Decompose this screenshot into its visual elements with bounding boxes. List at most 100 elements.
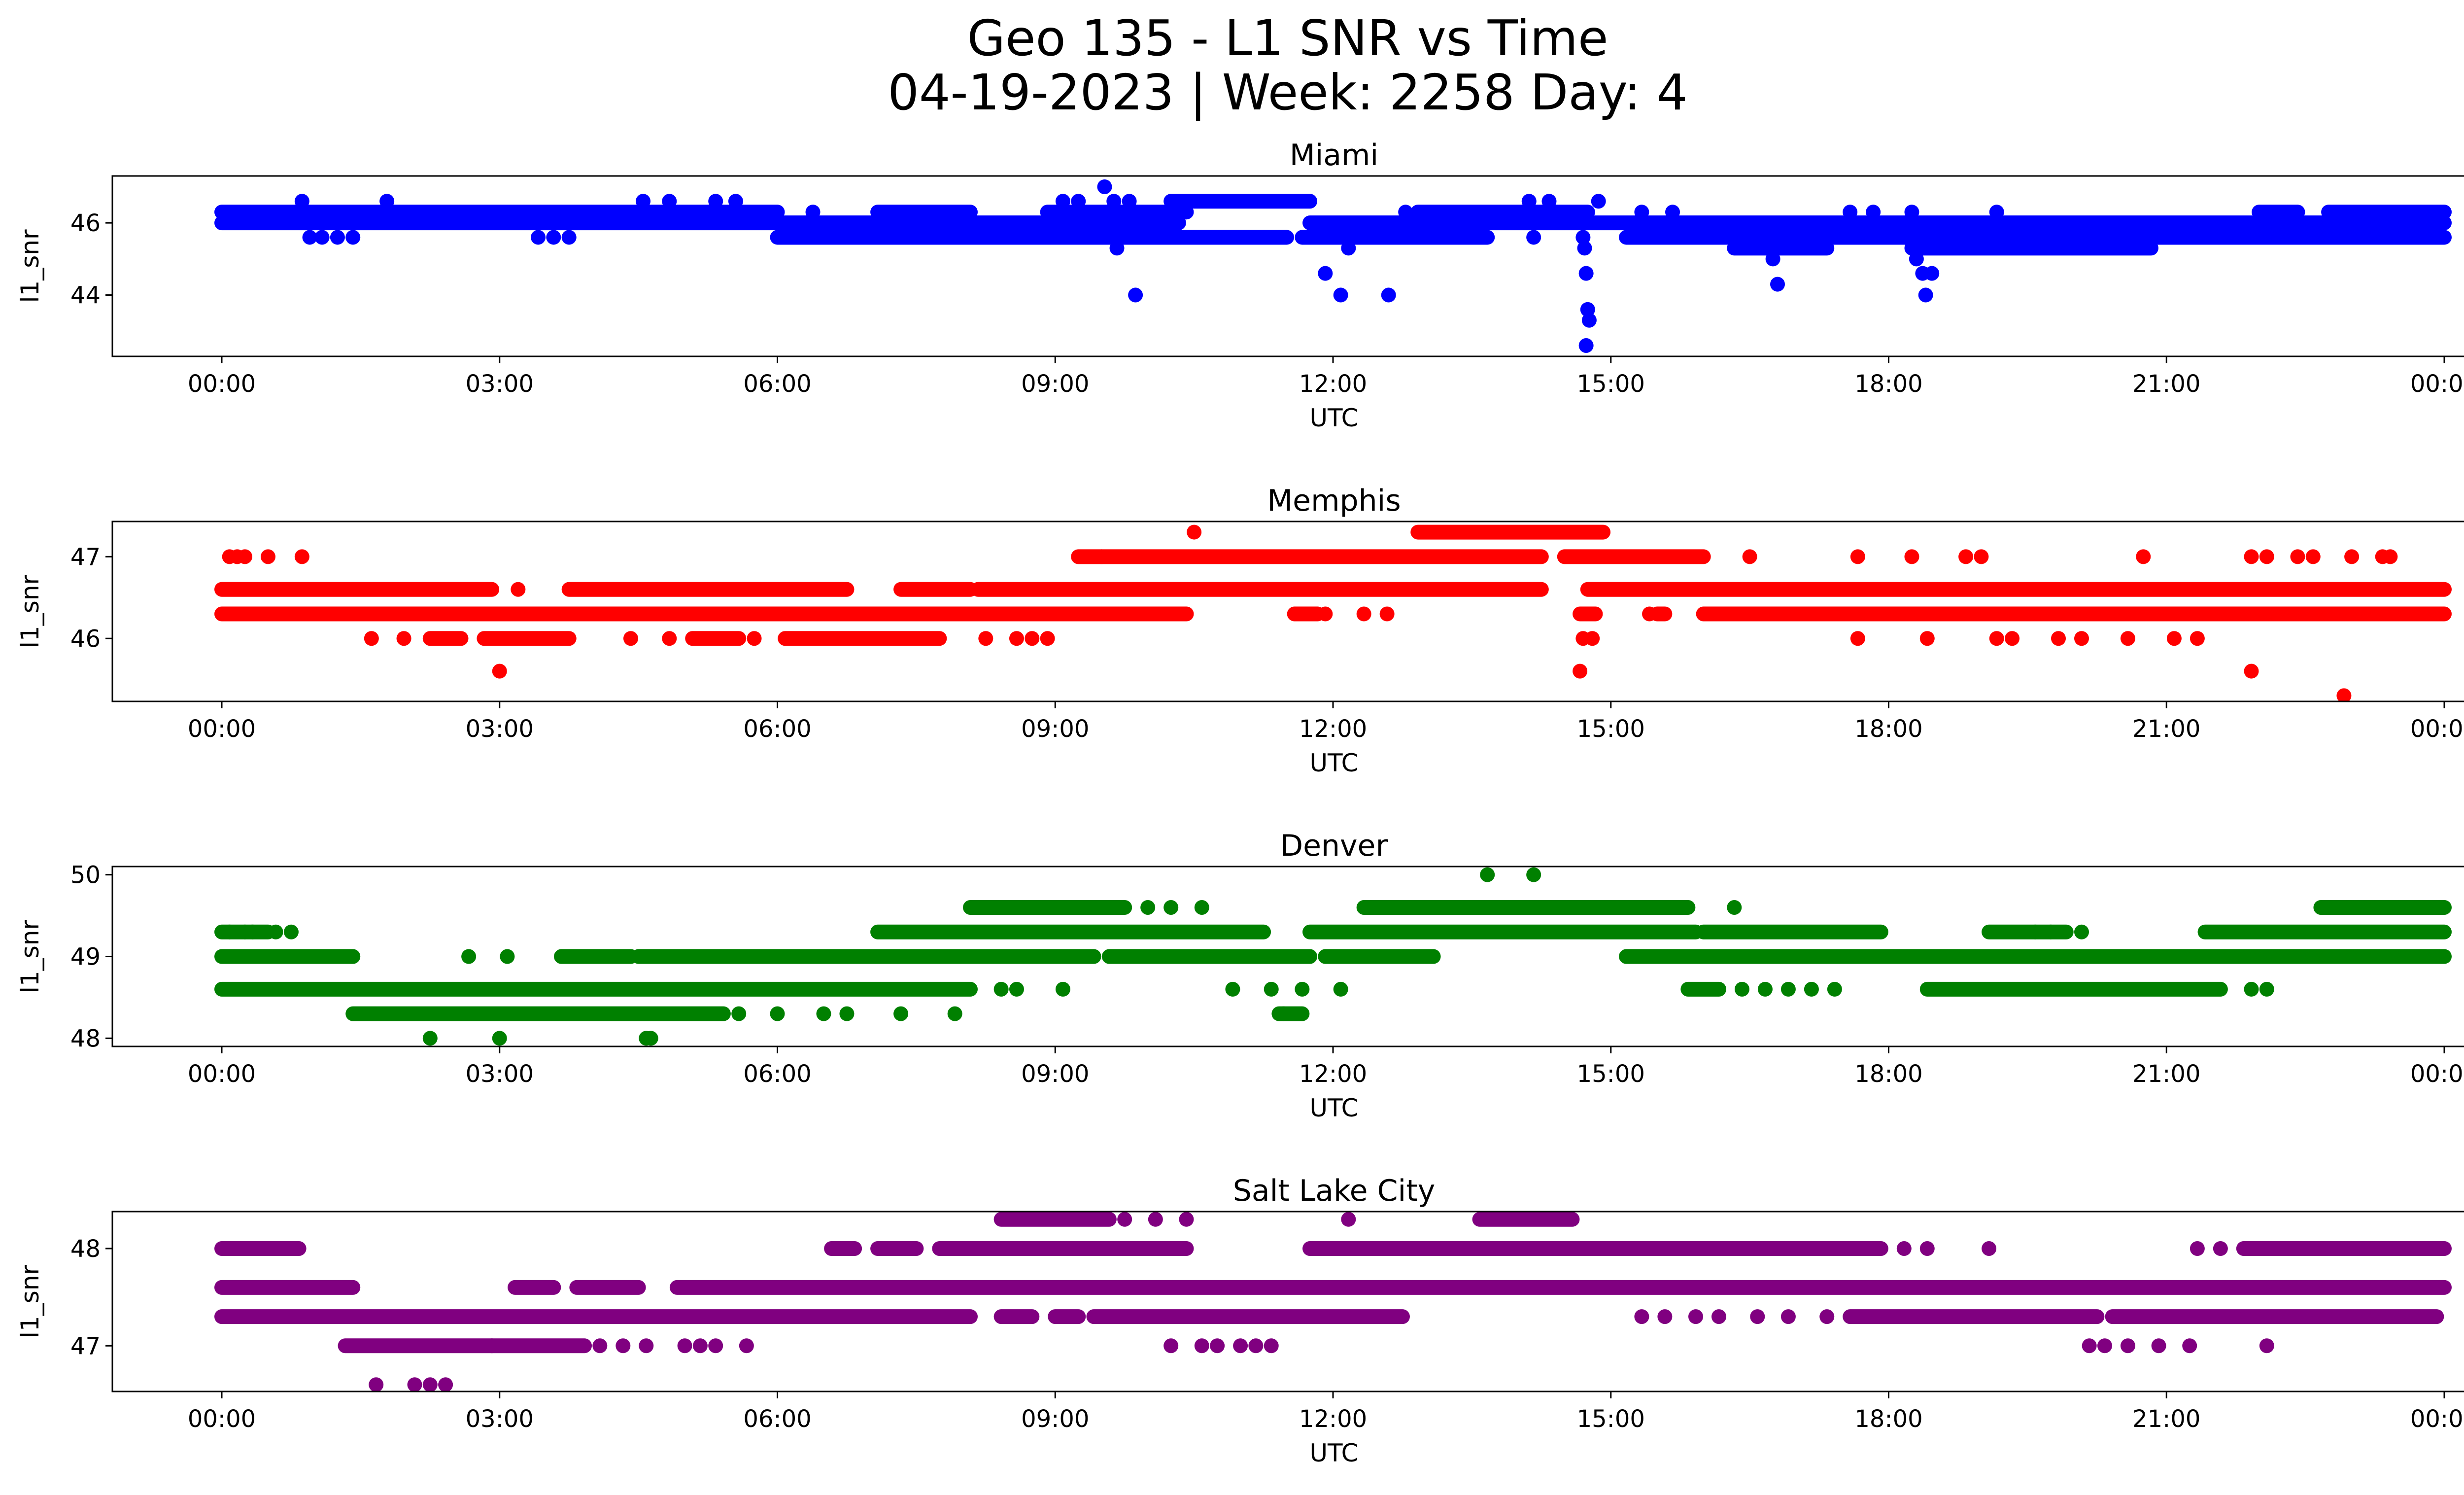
x-axis-label: UTC: [1309, 1439, 1358, 1467]
subplot-title: Memphis: [1267, 484, 1401, 518]
data-point: [677, 1338, 692, 1354]
data-point: [222, 924, 237, 939]
data-point: [1665, 205, 1680, 220]
x-tick-label: 21:00: [2132, 715, 2200, 743]
data-point: [1711, 1309, 1726, 1324]
data-point: [839, 1006, 855, 1021]
data-point: [1850, 549, 1865, 564]
axes-frame: [111, 175, 2464, 357]
data-point: [1194, 900, 1209, 915]
data-point: [379, 194, 395, 209]
x-tick-label: 15:00: [1577, 370, 1645, 398]
data-point: [747, 631, 762, 646]
x-tick-label: 18:00: [1854, 370, 1922, 398]
data-point: [1225, 981, 1240, 997]
data-point: [1573, 663, 1588, 679]
x-tick-label: 12:00: [1299, 370, 1367, 398]
x-tick-label: 21:00: [2132, 370, 2200, 398]
chart-title-line1: Geo 135 - L1 SNR vs Time: [967, 9, 1608, 67]
x-tick-label: 21:00: [2132, 1060, 2200, 1088]
data-point: [1333, 981, 1348, 997]
data-point: [1634, 205, 1649, 220]
data-point: [283, 924, 299, 939]
data-point: [1780, 1309, 1796, 1324]
y-tick-label: 46: [70, 209, 101, 237]
data-point: [1379, 606, 1395, 622]
data-point: [1804, 981, 1819, 997]
subplot-title: Miami: [1290, 138, 1378, 173]
data-point: [1578, 266, 1594, 281]
x-tick-label: 15:00: [1577, 1405, 1645, 1433]
data-point: [708, 1338, 723, 1354]
data-point: [1989, 205, 2004, 220]
data-point: [728, 194, 743, 209]
x-tick-label: 06:00: [743, 370, 811, 398]
data-point: [1109, 241, 1125, 256]
data-point: [314, 230, 330, 245]
data-point: [1866, 205, 1881, 220]
data-point: [2336, 688, 2352, 701]
data-point: [1295, 981, 1310, 997]
data-point: [1919, 631, 1935, 646]
data-point: [1094, 549, 1109, 564]
data-point: [2136, 549, 2151, 564]
data-point: [1727, 900, 1742, 915]
data-point: [2028, 924, 2043, 939]
data-point: [1642, 606, 1657, 622]
data-point: [531, 230, 546, 245]
data-point: [396, 631, 411, 646]
data-point: [438, 1377, 453, 1391]
data-point: [1827, 981, 1842, 997]
data-point: [816, 1006, 831, 1021]
data-point: [1909, 251, 1924, 267]
x-tick-label: 09:00: [1021, 370, 1089, 398]
x-tick-label: 18:00: [1854, 1060, 1922, 1088]
x-tick-label: 12:00: [1299, 715, 1367, 743]
data-point: [1850, 631, 1865, 646]
data-point: [561, 230, 577, 245]
data-point: [1750, 1309, 1765, 1324]
subplot-miami: Miami 00:00 03:00 06:00 09:00 12:00 15:00 18:00…: [16, 138, 2464, 432]
data-point: [662, 194, 677, 209]
data-point: [1106, 194, 1122, 209]
data-point: [1097, 179, 1112, 194]
x-tick-label: 00:00: [188, 1405, 256, 1433]
data-point: [2166, 631, 2182, 646]
data-point: [546, 230, 561, 245]
data-point: [592, 1338, 608, 1354]
data-point: [1765, 251, 1780, 267]
data-point: [1194, 1338, 1209, 1354]
x-tick-label: 00:00: [2410, 715, 2464, 743]
data-point: [1356, 606, 1371, 622]
data-point: [893, 1006, 909, 1021]
data-point: [1318, 606, 1333, 622]
x-tick-label: 09:00: [1021, 715, 1089, 743]
data-point: [2151, 1338, 2166, 1354]
data-point: [369, 1377, 384, 1391]
data-point: [268, 924, 283, 939]
data-point: [1341, 241, 1356, 256]
data-point: [2074, 924, 2089, 939]
data-point: [1025, 631, 1040, 646]
data-point: [2120, 1338, 2135, 1354]
data-point: [1248, 1338, 1264, 1354]
data-point: [2305, 549, 2321, 564]
data-point: [1302, 606, 1318, 622]
subplot-salt-lake-city: Salt Lake City 00:00 03:00 06:00 09:00 12:00 1…: [16, 1174, 2464, 1467]
data-point: [2005, 631, 2020, 646]
series-points: [214, 179, 2452, 353]
data-point: [237, 549, 252, 564]
data-point: [511, 582, 526, 597]
data-point: [692, 1338, 708, 1354]
data-point: [1164, 900, 1179, 915]
data-point: [1148, 1212, 1163, 1227]
data-point: [1780, 981, 1796, 997]
data-point: [1381, 287, 1396, 303]
data-point: [1581, 313, 1597, 328]
data-point: [2244, 549, 2259, 564]
data-point: [2332, 230, 2347, 245]
x-tick-label: 09:00: [1021, 1060, 1089, 1088]
data-point: [260, 549, 275, 564]
data-point: [2190, 631, 2205, 646]
x-tick-label: 03:00: [466, 370, 534, 398]
